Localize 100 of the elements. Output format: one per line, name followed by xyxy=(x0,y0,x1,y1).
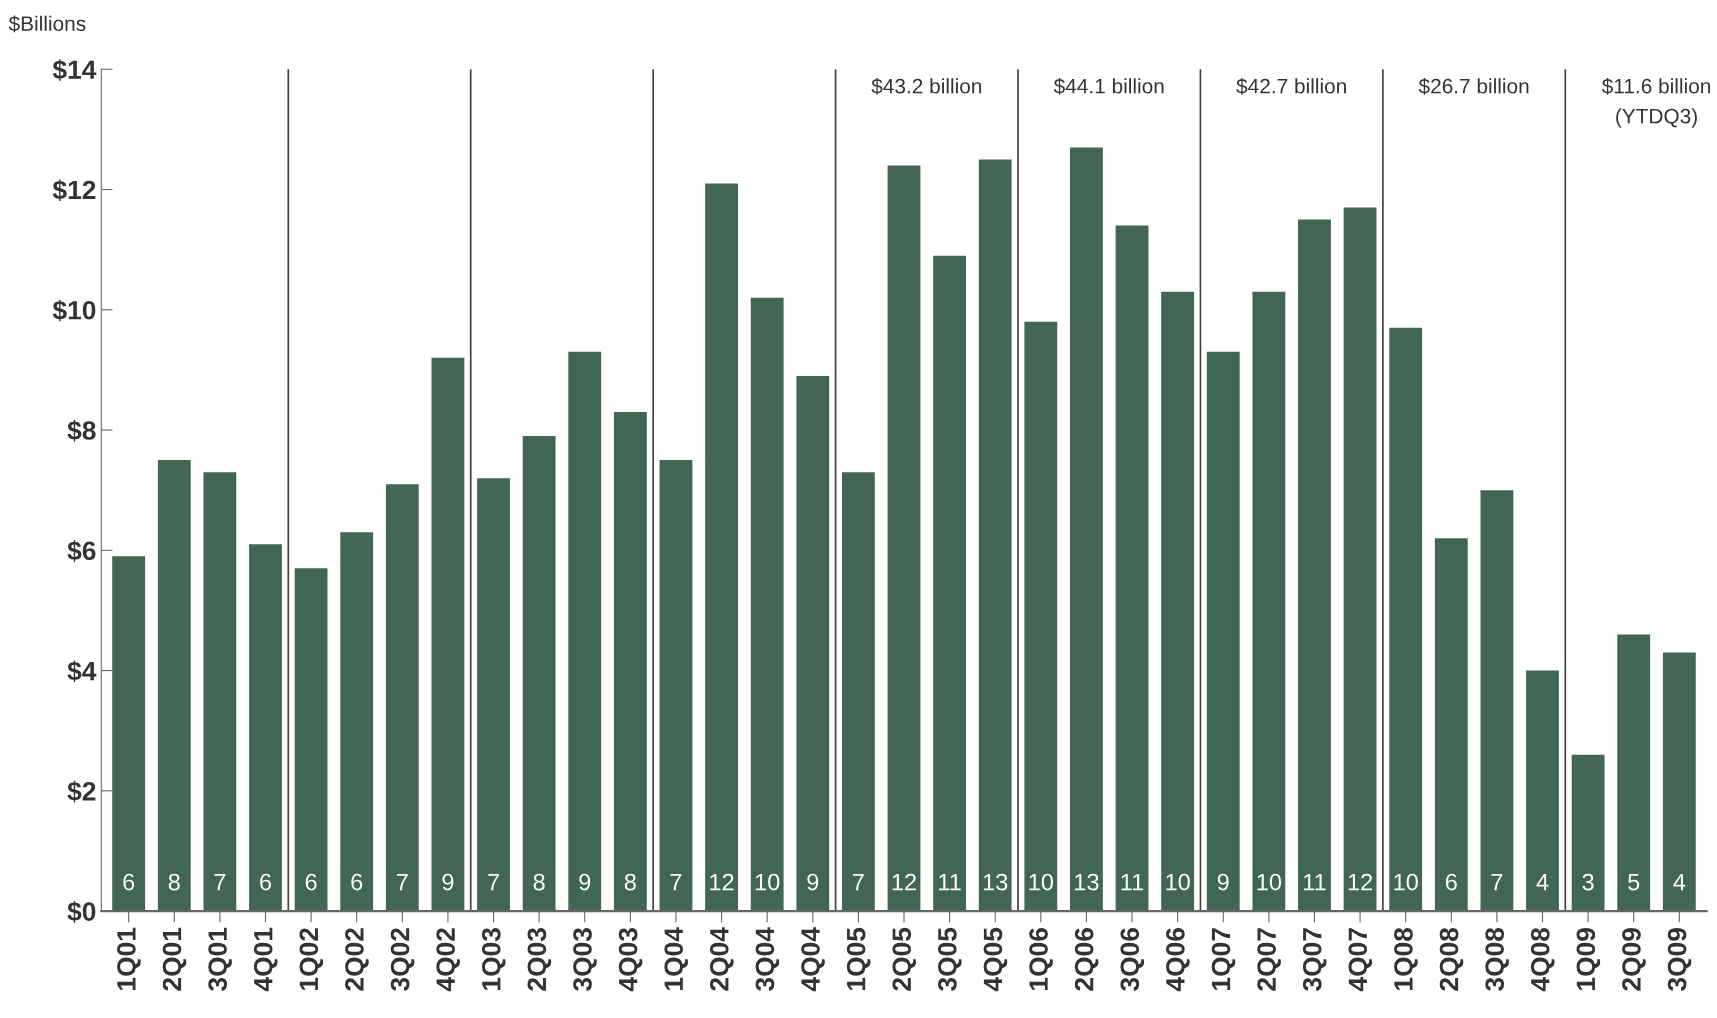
x-tick-label: 3Q01 xyxy=(208,927,232,992)
bar xyxy=(1161,291,1195,912)
bar xyxy=(1526,670,1559,912)
annotation: $44.1 billion xyxy=(1053,77,1164,95)
bar xyxy=(1571,754,1605,912)
bar xyxy=(157,460,191,912)
x-tick-label: 2Q02 xyxy=(345,928,369,991)
bar xyxy=(659,460,693,912)
data-label: 13 xyxy=(1075,873,1099,891)
data-label: 7 xyxy=(1491,873,1503,891)
bar xyxy=(1662,652,1696,912)
annotation: $26.7 billion xyxy=(1418,77,1529,95)
bar xyxy=(1617,634,1651,912)
data-label: 11 xyxy=(1121,873,1144,891)
bar xyxy=(294,568,328,912)
data-label: 9 xyxy=(1217,873,1229,891)
data-label: 7 xyxy=(396,873,408,891)
data-label: 9 xyxy=(579,873,591,891)
x-tick-label: 4Q02 xyxy=(436,928,460,992)
x-tick-label: 1Q05 xyxy=(846,927,871,990)
bar xyxy=(431,357,465,912)
bar xyxy=(705,183,738,912)
data-label: 4 xyxy=(1673,873,1686,891)
data-label: 12 xyxy=(710,873,734,891)
x-tick-label: 2Q06 xyxy=(1074,928,1099,991)
bar xyxy=(385,484,419,912)
data-label: 6 xyxy=(305,873,317,891)
x-tick-label: 3Q06 xyxy=(1120,928,1145,992)
data-label: 10 xyxy=(1029,873,1054,891)
data-label: 11 xyxy=(1304,873,1326,891)
x-tick-label: 1Q06 xyxy=(1029,928,1053,990)
x-tick-label: 2Q04 xyxy=(709,927,734,991)
annotation: $42.7 billion xyxy=(1236,77,1346,95)
data-label: 3 xyxy=(1582,873,1594,891)
data-label: 5 xyxy=(1628,873,1640,891)
y-tick-label: $0 xyxy=(67,901,96,923)
bar xyxy=(1115,225,1149,912)
bar xyxy=(1434,538,1468,912)
data-label: 8 xyxy=(533,873,545,891)
y-axis-title: $Billions xyxy=(8,15,86,33)
data-label: 7 xyxy=(853,873,864,891)
x-tick-label: 1Q03 xyxy=(481,928,506,990)
x-tick-label: 4Q05 xyxy=(983,927,1008,992)
x-tick-label: 2Q01 xyxy=(162,927,187,991)
bar xyxy=(112,556,146,912)
data-label: 10 xyxy=(1394,873,1418,891)
x-tick-label: 4Q07 xyxy=(1348,928,1373,992)
data-label: 8 xyxy=(168,873,180,891)
x-tick-label: 2Q08 xyxy=(1439,927,1464,991)
data-label: 12 xyxy=(1348,873,1373,891)
bar xyxy=(978,159,1012,912)
x-tick-label: 1Q02 xyxy=(299,928,324,990)
x-tick-label: 1Q04 xyxy=(664,927,688,990)
data-label: 9 xyxy=(807,873,819,891)
data-label: 10 xyxy=(1166,873,1190,891)
x-tick-label: 3Q03 xyxy=(573,928,597,992)
y-tick-label: $10 xyxy=(52,299,96,322)
x-tick-label: 4Q08 xyxy=(1530,927,1555,992)
x-tick-label: 3Q05 xyxy=(938,927,962,992)
data-label: 6 xyxy=(351,873,363,891)
x-tick-label: 1Q09 xyxy=(1576,928,1601,990)
annotation: $43.2 billion xyxy=(871,77,982,95)
data-label: 13 xyxy=(983,873,1008,891)
data-label: 9 xyxy=(442,873,454,891)
x-tick-label: 3Q08 xyxy=(1485,927,1509,992)
x-tick-label: 3Q04 xyxy=(755,927,780,992)
data-label: 11 xyxy=(939,873,961,891)
x-tick-label: 1Q07 xyxy=(1211,928,1236,990)
data-label: 8 xyxy=(624,873,636,891)
y-tick-label: $14 xyxy=(52,59,97,81)
y-tick-label: $4 xyxy=(67,660,97,683)
bar xyxy=(340,532,374,912)
data-label: 7 xyxy=(214,873,226,891)
y-tick-label: $12 xyxy=(52,179,96,202)
data-label: 6 xyxy=(1445,873,1457,891)
x-tick-label: 2Q09 xyxy=(1622,928,1646,991)
y-tick-label: $8 xyxy=(67,420,96,442)
bar xyxy=(1343,207,1377,912)
data-label: 6 xyxy=(123,873,135,891)
x-tick-label: 3Q09 xyxy=(1667,928,1692,992)
bar xyxy=(933,255,967,912)
x-tick-label: 1Q01 xyxy=(117,927,141,990)
data-label: 4 xyxy=(1536,873,1549,891)
bar xyxy=(1480,490,1514,912)
x-tick-label: 3Q02 xyxy=(390,928,415,992)
x-tick-label: 2Q03 xyxy=(527,928,552,991)
y-tick-label: $6 xyxy=(67,540,96,562)
bar xyxy=(841,472,875,912)
bar xyxy=(203,472,237,912)
x-tick-label: 4Q06 xyxy=(1166,928,1190,992)
x-tick-label: 2Q05 xyxy=(892,927,917,991)
bar xyxy=(1389,327,1423,912)
data-label: 12 xyxy=(892,873,916,891)
data-label: 6 xyxy=(260,873,272,891)
x-tick-label: 3Q07 xyxy=(1302,928,1327,992)
x-tick-label: 4Q03 xyxy=(618,928,643,992)
data-label: 10 xyxy=(1257,873,1282,891)
bar xyxy=(750,297,784,912)
y-tick-label: $2 xyxy=(67,780,96,803)
bar xyxy=(522,436,556,912)
